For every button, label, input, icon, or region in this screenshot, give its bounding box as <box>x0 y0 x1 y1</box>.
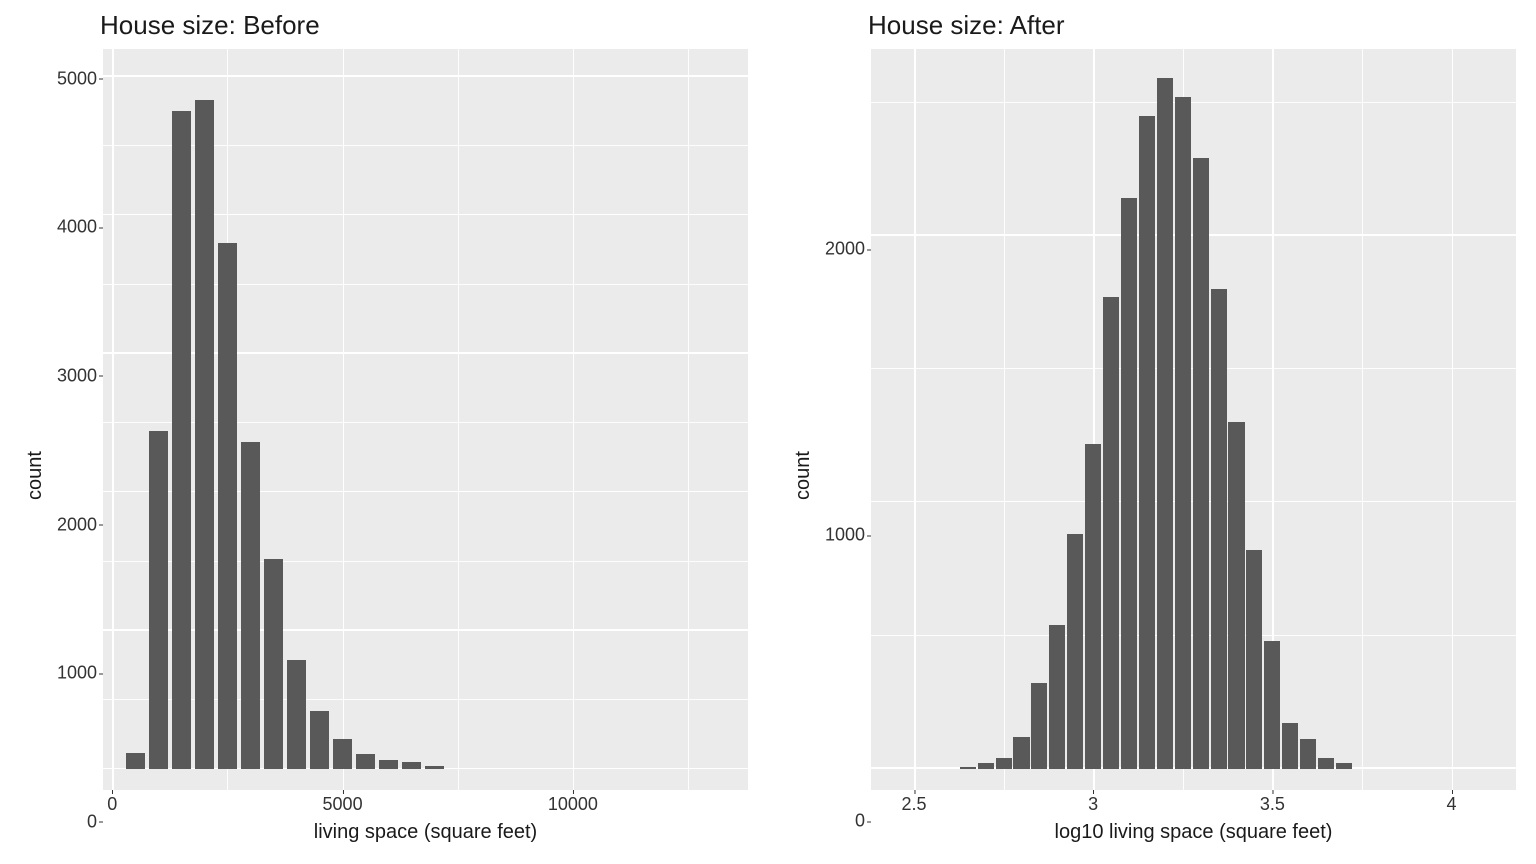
histogram-bar <box>1175 97 1191 769</box>
chart-title-right: House size: After <box>868 10 1516 41</box>
histogram-bar <box>960 767 976 769</box>
histogram-bar <box>195 100 214 769</box>
y-tick: 2000 <box>825 239 865 260</box>
chart-frame-left: count 010002000300040005000 0500010000 l… <box>20 49 748 844</box>
histogram-bar <box>1139 116 1155 769</box>
x-tick: 10000 <box>548 794 598 815</box>
y-tick: 1000 <box>825 525 865 546</box>
x-axis-left: 0 5000 10000 <box>103 790 748 825</box>
x-tick: 4 <box>1446 794 1456 815</box>
y-axis-label-right: count <box>788 49 815 844</box>
histogram-bar <box>310 711 329 769</box>
histogram-bar <box>1246 550 1262 769</box>
y-axis-left: 0 1000 2000 3000 4000 5000 <box>47 49 103 844</box>
histogram-bar <box>1282 723 1298 768</box>
y-tick: 3000 <box>57 365 97 386</box>
histogram-bar <box>1031 683 1047 768</box>
x-tick: 0 <box>107 794 117 815</box>
x-tick: 3 <box>1088 794 1098 815</box>
y-tick: 0 <box>855 811 865 832</box>
histogram-bar <box>1013 737 1029 769</box>
histogram-bar <box>1300 739 1316 768</box>
histogram-bar <box>1193 158 1209 768</box>
histogram-bar <box>1157 78 1173 768</box>
bars-right <box>871 49 1516 790</box>
x-tick: 2.5 <box>901 794 926 815</box>
plot-area-left <box>103 49 748 790</box>
histogram-bar <box>996 758 1012 769</box>
histogram-bar <box>264 559 283 770</box>
panel-before: House size: Before count 0 1000 2000 3000 40… <box>0 0 768 864</box>
y-tick: 0 <box>87 811 97 832</box>
histogram-bar <box>218 243 237 769</box>
histogram-bar <box>1103 297 1119 769</box>
chart-title-left: House size: Before <box>100 10 748 41</box>
histogram-bar <box>978 763 994 768</box>
figure: House size: Before count 010002000300040… <box>0 0 1536 864</box>
bars-left <box>103 49 748 790</box>
histogram-bar <box>402 762 421 769</box>
histogram-bar <box>1211 289 1227 769</box>
y-tick: 4000 <box>57 217 97 238</box>
histogram-bar <box>149 431 168 769</box>
histogram-bar <box>1336 763 1352 768</box>
histogram-bar <box>333 739 352 769</box>
histogram-bar <box>1318 758 1334 769</box>
y-tick: 2000 <box>57 514 97 535</box>
histogram-bar <box>1085 444 1101 769</box>
chart-frame-right: count 010002000 2.533.54 log10 living sp… <box>788 49 1516 844</box>
histogram-bar <box>379 760 398 770</box>
histogram-bar <box>1049 625 1065 769</box>
histogram-bar <box>241 442 260 769</box>
histogram-bar <box>1264 641 1280 769</box>
histogram-bar <box>287 660 306 769</box>
y-axis-right: 0 1000 2000 <box>815 49 871 844</box>
histogram-bar <box>172 111 191 769</box>
plot-area-right <box>871 49 1516 790</box>
histogram-bar <box>126 753 145 770</box>
histogram-bar <box>1228 422 1244 769</box>
x-tick: 3.5 <box>1260 794 1285 815</box>
y-axis-label-left: count <box>20 49 47 844</box>
x-tick: 5000 <box>323 794 363 815</box>
x-axis-right: 2.5 3 3.5 4 <box>871 790 1516 825</box>
histogram-bar <box>1067 534 1083 769</box>
histogram-bar <box>1121 198 1137 768</box>
histogram-bar <box>425 766 444 769</box>
histogram-bar <box>356 754 375 769</box>
y-tick: 1000 <box>57 663 97 684</box>
y-tick: 5000 <box>57 68 97 89</box>
panel-after: House size: After count 0 1000 2000 2.5 3 3.… <box>768 0 1536 864</box>
